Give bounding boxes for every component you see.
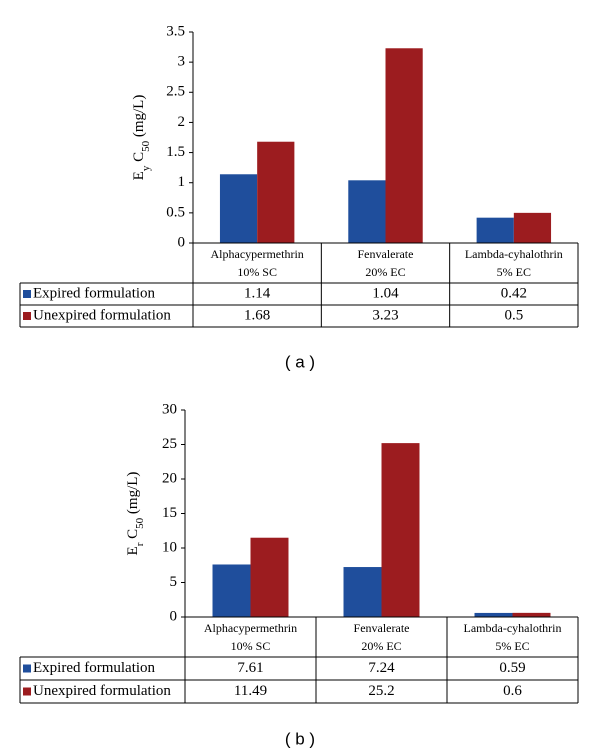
legend-swatch (23, 290, 31, 298)
y-tick-label: 20 (162, 470, 177, 486)
table-value: 0.42 (501, 285, 527, 301)
y-tick-label: 2 (178, 114, 186, 130)
bar (212, 564, 251, 617)
table-value: 7.24 (368, 660, 395, 676)
table-value: 25.2 (368, 683, 394, 699)
category-label: Lambda-cyhalothrin 5% EC (463, 621, 562, 653)
category-label: Lambda-cyhalothrin 5% EC (464, 247, 563, 279)
y-axis-label-part: 50 (140, 140, 152, 152)
table-value: 0.59 (499, 660, 525, 676)
y-axis-label-part: y (140, 165, 152, 171)
bar (257, 141, 295, 243)
bar (219, 174, 258, 243)
y-axis-label-part: 50 (134, 517, 146, 529)
bar (476, 217, 514, 243)
table-value: 1.68 (244, 307, 270, 323)
category-label: Fenvalerate 20% EC (357, 247, 414, 279)
bar (512, 612, 551, 617)
y-axis-label-part: C (125, 529, 141, 543)
legend-label: Expired formulation (33, 660, 156, 676)
caption: ( b ) (285, 729, 315, 748)
bar (250, 537, 289, 617)
y-axis-label: Er C50 (mg/L) (125, 472, 145, 556)
category-label: Alphacypermethrin 10% SC (210, 247, 304, 279)
y-axis-label-part: r (134, 542, 146, 546)
table-value: 0.6 (503, 683, 522, 699)
legend-label: Unexpired formulation (33, 307, 171, 323)
legend-swatch (23, 664, 31, 673)
category-label: Fenvalerate 20% EC (353, 621, 410, 653)
category-label: Alphacypermethrin 10% SC (203, 621, 298, 653)
y-tick-label: 2.5 (166, 84, 185, 100)
y-tick-label: 5 (170, 574, 178, 590)
legend-label: Expired formulation (33, 285, 156, 301)
table-value: 7.61 (237, 660, 263, 676)
y-tick-label: 1 (178, 174, 186, 190)
bar (513, 212, 552, 243)
table-value: 1.04 (372, 285, 399, 301)
y-tick-label: 30 (162, 401, 177, 417)
y-tick-label: 1.5 (166, 144, 185, 160)
table-value: 0.5 (504, 307, 523, 323)
y-tick-label: 3 (178, 54, 186, 70)
table-value: 3.23 (372, 307, 398, 323)
bar (385, 48, 423, 243)
legend-label: Unexpired formulation (33, 683, 171, 699)
bar (474, 612, 513, 617)
table-value: 1.14 (244, 285, 271, 301)
y-tick-label: 15 (162, 505, 177, 521)
y-axis-label-part: E (131, 171, 147, 180)
y-axis-label: Ey C50 (mg/L) (131, 95, 151, 181)
bar (343, 567, 382, 617)
bar (348, 180, 386, 243)
y-tick-label: 0 (170, 608, 178, 624)
y-tick-label: 25 (162, 436, 177, 452)
bar (381, 443, 420, 617)
y-axis-label-part: (mg/L) (131, 95, 147, 141)
caption: ( a ) (285, 352, 315, 371)
y-tick-label: 3.5 (166, 23, 185, 39)
y-axis-label-part: (mg/L) (125, 472, 141, 518)
y-tick-label: 10 (162, 539, 177, 555)
y-tick-label: 0.5 (166, 204, 185, 220)
legend-swatch (23, 687, 31, 696)
legend-swatch (23, 312, 31, 320)
y-tick-label: 0 (178, 234, 186, 250)
y-axis-label-part: E (125, 546, 141, 555)
y-axis-label-part: C (131, 152, 147, 166)
table-value: 11.49 (234, 683, 267, 699)
